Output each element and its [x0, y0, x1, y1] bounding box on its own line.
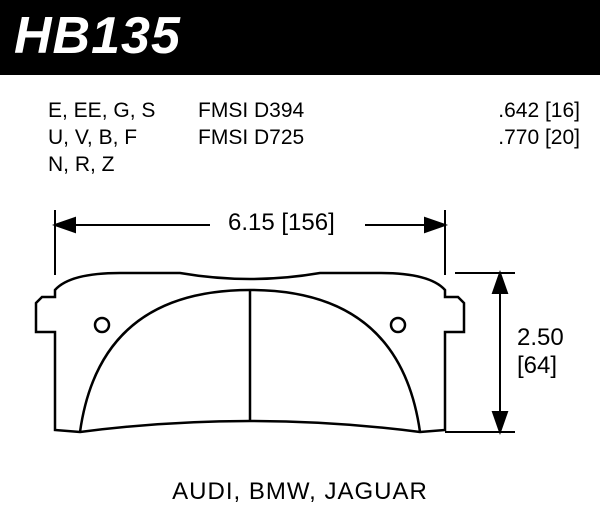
brake-pad-shape — [36, 273, 464, 432]
width-arrow — [55, 210, 445, 275]
brake-pad-diagram — [0, 0, 600, 518]
